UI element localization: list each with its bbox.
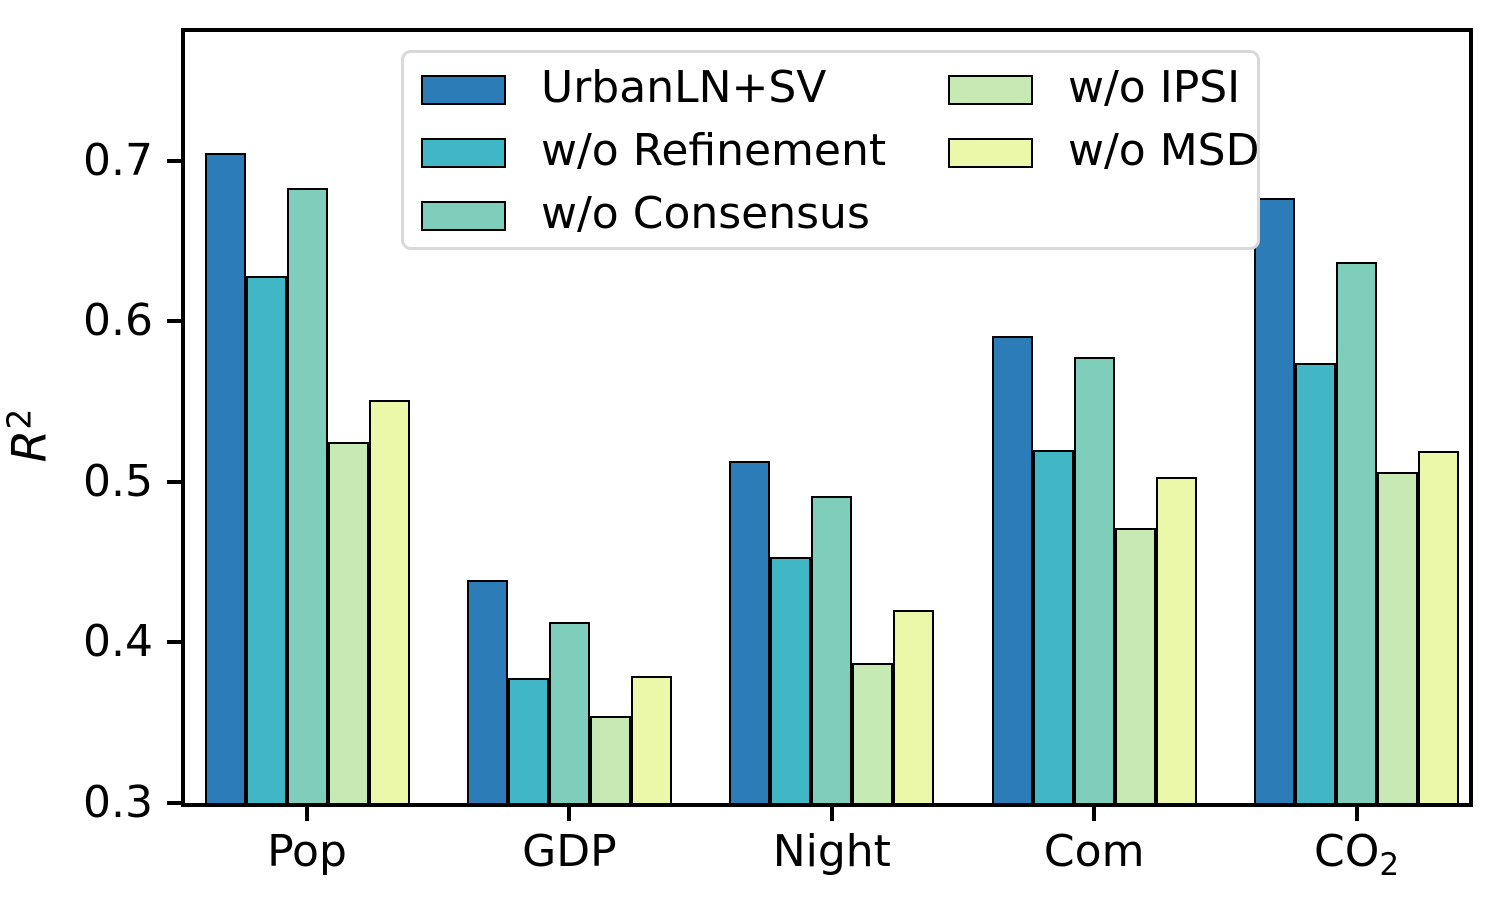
- x-tick-label-com: Com: [1043, 826, 1145, 877]
- y-tick-label-0.5: 0.5: [83, 455, 153, 507]
- bar-w-o-msd-gdp: [630, 676, 672, 806]
- x-tick-night: [829, 807, 834, 821]
- legend-label-w-o-msd: w/o MSD: [1068, 125, 1260, 176]
- bar-w-o-msd-night: [893, 610, 935, 806]
- y-tick-0.7: [167, 158, 181, 163]
- bar-w-o-refinement-co2: [1295, 362, 1337, 806]
- legend: UrbanLN+SV w/o Refinement w/o Consensus w/o…: [401, 50, 1260, 250]
- legend-swatch-w-o-ipsi: [948, 74, 1033, 105]
- legend-swatch-w-o-consensus: [421, 201, 506, 232]
- bar-w-o-refinement-night: [770, 557, 812, 806]
- bar-w-o-ipsi-gdp: [589, 716, 631, 806]
- legend-label-w-o-refinement: w/o Refinement: [541, 125, 887, 176]
- bar-w-o-ipsi-pop: [327, 441, 369, 806]
- x-tick-label-pop: Pop: [267, 826, 347, 877]
- bar-urbanln-sv-com: [991, 335, 1033, 806]
- y-tick-label-0.7: 0.7: [83, 134, 153, 186]
- bar-w-o-consensus-co2: [1336, 261, 1378, 806]
- y-tick-0.6: [167, 319, 181, 324]
- bar-w-o-consensus-night: [811, 496, 853, 806]
- bar-w-o-ipsi-night: [852, 663, 894, 806]
- x-tick-label-co2: CO2: [1314, 826, 1400, 883]
- bar-w-o-consensus-pop: [286, 187, 328, 806]
- legend-swatch-urbanln-sv: [421, 74, 506, 105]
- legend-swatch-w-o-msd: [948, 138, 1033, 168]
- bar-urbanln-sv-co2: [1254, 197, 1296, 806]
- x-tick-co2: [1354, 807, 1359, 821]
- bar-urbanln-sv-night: [729, 460, 771, 806]
- bar-w-o-ipsi-com: [1114, 528, 1156, 806]
- bar-w-o-refinement-gdp: [507, 677, 549, 806]
- bar-w-o-consensus-gdp: [548, 621, 590, 806]
- y-tick-0.3: [167, 801, 181, 805]
- bar-urbanln-sv-gdp: [466, 579, 508, 806]
- bar-w-o-refinement-com: [1032, 449, 1074, 806]
- y-tick-label-0.3: 0.3: [83, 777, 153, 828]
- x-tick-label-gdp: GDP: [522, 826, 617, 877]
- legend-label-w-o-consensus: w/o Consensus: [541, 188, 870, 240]
- bar-w-o-msd-com: [1155, 476, 1197, 806]
- bar-w-o-consensus-com: [1073, 356, 1115, 806]
- legend-label-urbanln-sv: UrbanLN+SV: [541, 61, 827, 113]
- bar-urbanln-sv-pop: [204, 152, 246, 806]
- y-tick-0.5: [167, 479, 181, 484]
- bar-w-o-msd-co2: [1418, 451, 1460, 806]
- y-tick-0.4: [167, 640, 181, 645]
- bar-w-o-msd-pop: [368, 399, 410, 806]
- y-tick-label-0.6: 0.6: [83, 295, 153, 347]
- x-tick-label-night: Night: [772, 826, 891, 877]
- x-tick-gdp: [567, 807, 572, 821]
- x-tick-com: [1092, 807, 1097, 821]
- legend-label-w-o-ipsi: w/o IPSI: [1068, 61, 1241, 113]
- y-axis-label-superscript: 2: [0, 408, 39, 430]
- bar-w-o-refinement-pop: [245, 276, 287, 806]
- y-tick-label-0.4: 0.4: [83, 616, 153, 668]
- legend-swatch-w-o-refinement: [421, 138, 506, 168]
- bar-w-o-ipsi-co2: [1377, 472, 1419, 806]
- x-tick-pop: [305, 807, 309, 821]
